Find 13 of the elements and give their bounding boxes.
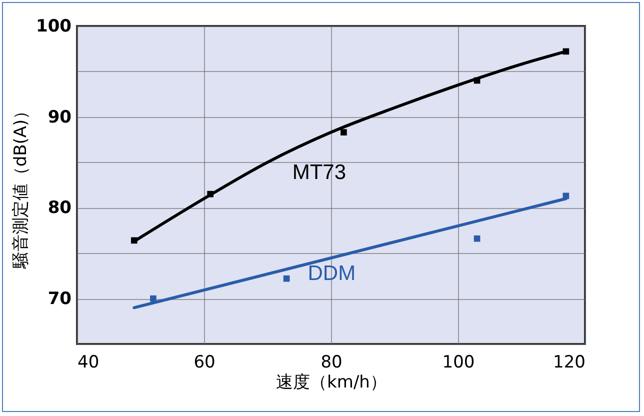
y-axis-title: 騒音測定値（dB(A)） bbox=[11, 102, 32, 270]
y-tick-label: 100 bbox=[36, 16, 72, 36]
x-tick-label: 60 bbox=[194, 352, 216, 372]
x-tick-label: 80 bbox=[320, 352, 342, 372]
y-tick-label: 90 bbox=[48, 107, 72, 128]
series-label: DDM bbox=[308, 262, 356, 286]
y-tick-label: 80 bbox=[48, 198, 72, 218]
series-label: MT73 bbox=[292, 160, 346, 184]
x-tick-label: 100 bbox=[442, 352, 475, 372]
x-tick-label: 120 bbox=[553, 352, 586, 372]
y-tick-label: 70 bbox=[48, 289, 72, 310]
x-tick-label: 40 bbox=[78, 352, 100, 372]
x-axis-title: 速度（km/h） bbox=[276, 372, 387, 392]
